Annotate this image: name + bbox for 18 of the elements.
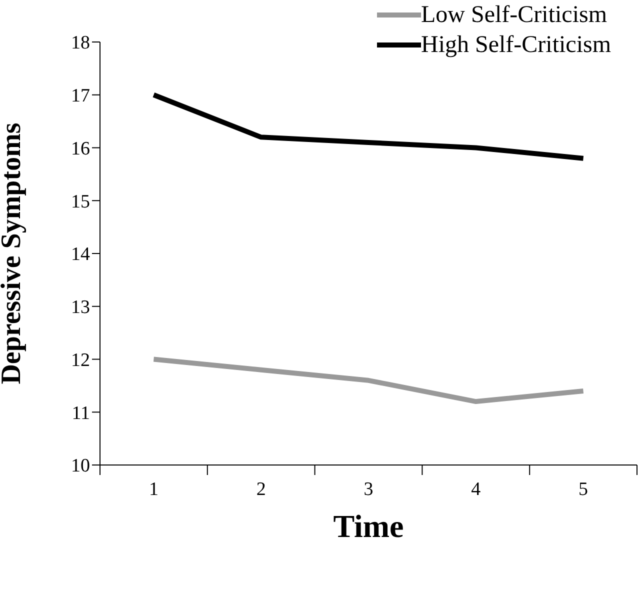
x-tick-label: 1 (148, 479, 158, 500)
y-tick-label: 16 (71, 138, 90, 160)
legend-label: Low Self-Criticism (421, 2, 607, 28)
y-tick-label: 14 (71, 244, 90, 266)
y-tick-label: 17 (71, 86, 90, 107)
y-tick-label: 18 (71, 32, 90, 54)
x-tick-label: 2 (256, 479, 266, 500)
y-axis-title: Depressive Symptoms (0, 122, 27, 384)
x-tick-label: 3 (364, 479, 374, 500)
y-tick-label: 12 (71, 350, 90, 371)
legend-label: High Self-Criticism (421, 32, 611, 58)
y-tick-label: 10 (71, 456, 90, 477)
x-tick-label: 5 (578, 479, 588, 500)
x-tick-label: 4 (471, 479, 482, 500)
y-tick-label: 15 (71, 191, 90, 212)
y-tick-label: 13 (71, 297, 90, 318)
x-axis-title: Time (333, 508, 404, 544)
y-tick-label: 11 (72, 402, 90, 424)
